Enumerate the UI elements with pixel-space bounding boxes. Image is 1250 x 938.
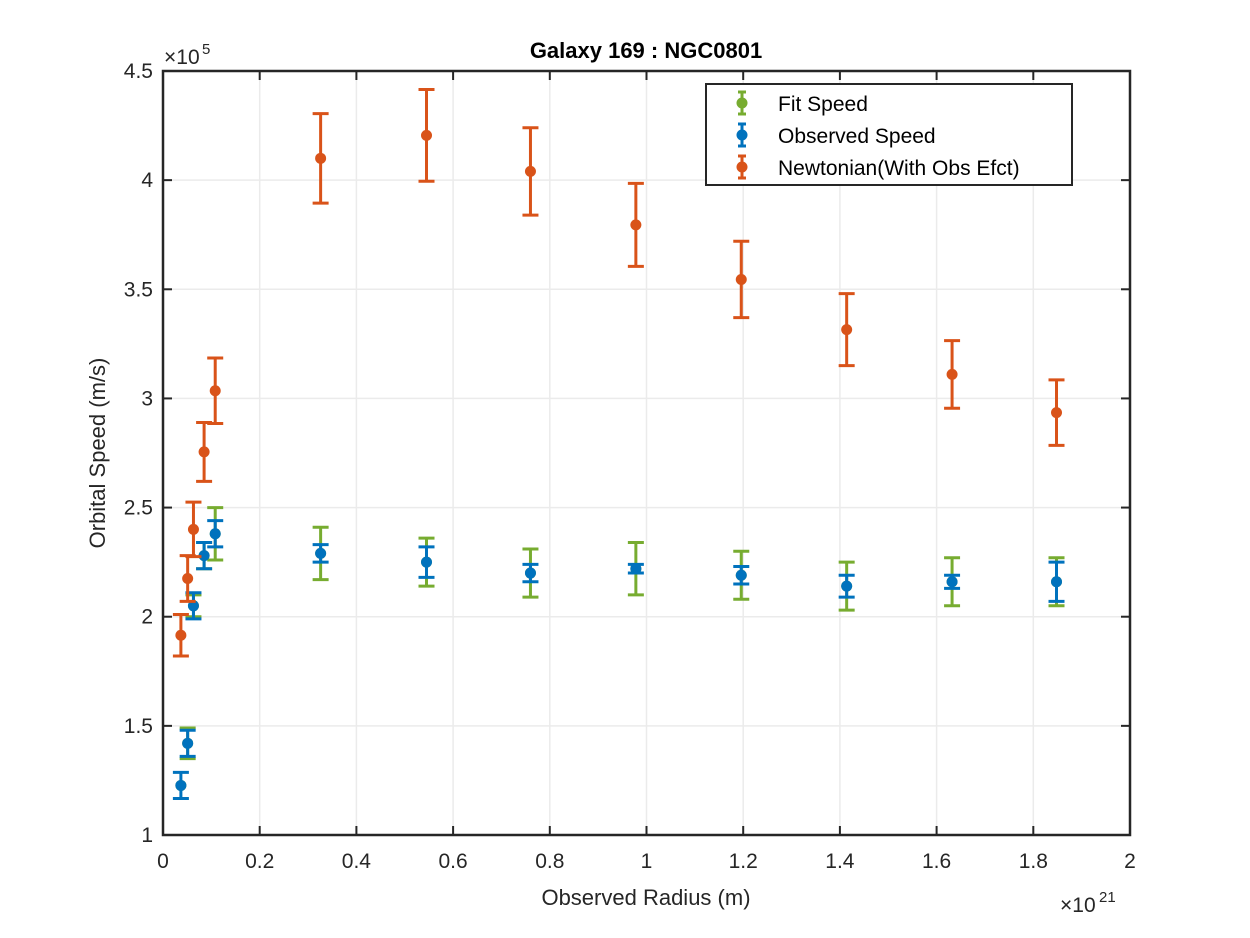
data-point xyxy=(187,600,199,612)
data-point xyxy=(198,446,210,458)
y-tick-label: 2.5 xyxy=(124,497,153,520)
chart-title: Galaxy 169 : NGC0801 xyxy=(530,38,762,63)
data-point xyxy=(1051,407,1063,419)
data-point xyxy=(315,547,327,559)
data-point xyxy=(182,573,194,585)
x-tick-label: 0.2 xyxy=(245,850,274,873)
data-point xyxy=(182,737,194,749)
y-tick-label: 4 xyxy=(141,169,153,192)
data-point xyxy=(421,556,433,568)
data-point xyxy=(209,528,221,540)
data-series xyxy=(172,88,1065,801)
data-point xyxy=(630,219,642,231)
data-point xyxy=(524,165,536,177)
data-point xyxy=(630,563,642,575)
legend-marker xyxy=(736,129,748,141)
legend-label-newtonian: Newtonian(With Obs Efct) xyxy=(778,157,1020,180)
legend-label-observed-speed: Observed Speed xyxy=(778,125,936,148)
x-tick-label: 0.8 xyxy=(535,850,564,873)
x-multiplier-exponent: 21 xyxy=(1099,889,1116,906)
x-tick-label: 1.6 xyxy=(922,850,951,873)
legend-box xyxy=(705,83,1073,186)
data-point xyxy=(1051,576,1063,588)
x-tick-label: 0 xyxy=(157,850,169,873)
data-point xyxy=(175,629,187,641)
x-axis-multiplier: ×10 21 xyxy=(1060,889,1116,917)
y-tick-label: 3 xyxy=(141,387,153,410)
data-point xyxy=(175,779,187,791)
x-tick-label: 1.2 xyxy=(729,850,758,873)
data-point xyxy=(841,324,853,336)
legend-marker xyxy=(736,161,748,173)
legend-label-fit-speed: Fit Speed xyxy=(778,93,868,116)
grid xyxy=(163,71,1130,835)
data-point xyxy=(187,523,199,535)
series-2 xyxy=(172,88,1065,658)
y-tick-label: 2 xyxy=(141,606,153,629)
axes-box xyxy=(161,69,1132,837)
x-tick-label: 1.8 xyxy=(1019,850,1048,873)
data-point xyxy=(735,273,747,285)
data-point xyxy=(315,152,327,164)
x-multiplier-base: ×10 xyxy=(1060,894,1096,917)
tick-labels: 0 0.2 0.4 0.6 0.8 1 1.2 1.4 1.6 1.8 2 1 1.5 2 2.5 3 3.5 4… xyxy=(124,60,1136,873)
y-multiplier-exponent: 5 xyxy=(202,41,210,58)
y-axis-label: Orbital Speed (m/s) xyxy=(85,358,110,549)
data-point xyxy=(421,129,433,141)
y-tick-label: 4.5 xyxy=(124,60,153,83)
y-axis-multiplier: ×10 5 xyxy=(164,41,210,69)
data-point xyxy=(841,580,853,592)
data-point xyxy=(524,567,536,579)
y-tick-label: 1 xyxy=(141,824,153,847)
legend-markers xyxy=(736,90,748,180)
data-point xyxy=(946,368,958,380)
data-point xyxy=(946,576,958,588)
x-tick-label: 2 xyxy=(1124,850,1136,873)
x-tick-label: 0.6 xyxy=(438,850,467,873)
data-point xyxy=(198,550,210,562)
data-point xyxy=(209,385,221,397)
x-tick-label: 1 xyxy=(641,850,653,873)
x-tick-label: 1.4 xyxy=(825,850,855,873)
y-multiplier-base: ×10 xyxy=(164,46,200,69)
x-axis-label: Observed Radius (m) xyxy=(541,885,750,910)
y-tick-label: 3.5 xyxy=(124,278,153,301)
y-tick-label: 1.5 xyxy=(124,715,153,738)
series-1 xyxy=(172,519,1065,801)
legend-marker xyxy=(736,97,748,109)
data-point xyxy=(735,569,747,581)
x-tick-label: 0.4 xyxy=(342,850,372,873)
legend: Fit Speed Observed Speed Newtonian(With … xyxy=(705,83,1073,186)
